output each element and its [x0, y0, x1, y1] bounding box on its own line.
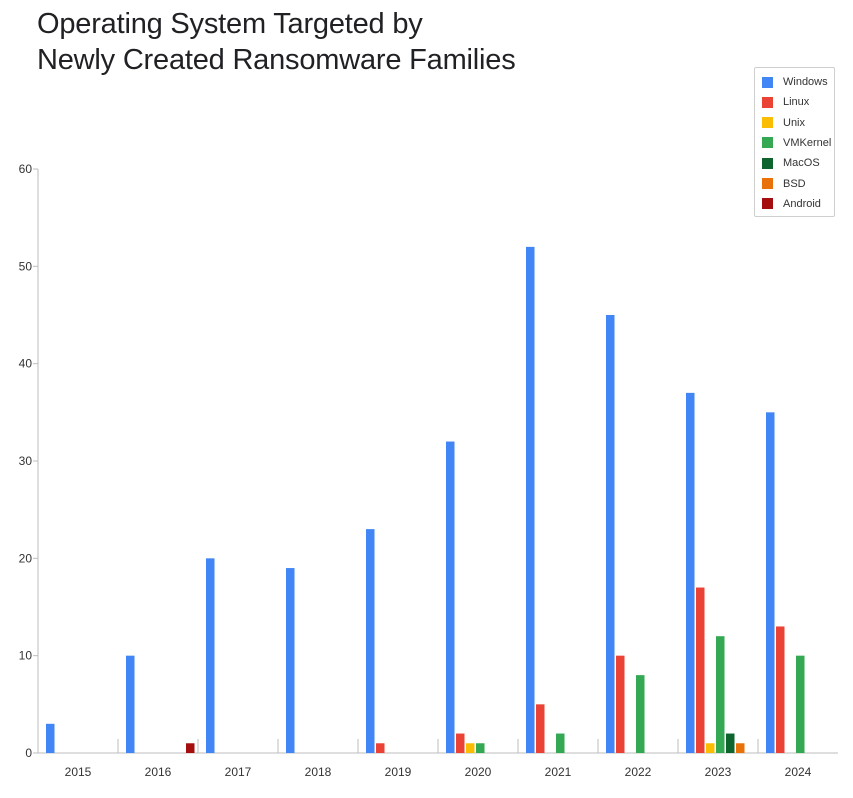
- bar-windows-2020: [446, 441, 455, 753]
- y-tick-label: 10: [19, 649, 33, 663]
- bar-unix-2023: [706, 743, 715, 753]
- y-tick-label: 50: [19, 259, 33, 273]
- bar-android-2016: [186, 743, 195, 753]
- bar-linux-2020: [456, 733, 465, 753]
- legend-label: BSD: [783, 177, 806, 190]
- bar-linux-2019: [376, 743, 385, 753]
- legend-item-windows: Windows: [762, 74, 828, 90]
- y-tick-label: 0: [25, 746, 32, 760]
- bar-vmkernel-2021: [556, 733, 565, 753]
- legend-swatch: [762, 198, 773, 210]
- y-tick-label: 30: [19, 454, 33, 468]
- bar-windows-2022: [606, 315, 615, 753]
- legend-label: Windows: [783, 76, 828, 88]
- bar-linux-2024: [776, 626, 785, 753]
- bar-bsd-2023: [736, 743, 745, 753]
- legend-item-bsd: BSD: [762, 176, 806, 192]
- legend-item-vmkernel: VMKernel: [762, 135, 831, 151]
- legend-swatch: [762, 96, 773, 108]
- bar-linux-2021: [536, 704, 545, 753]
- legend-label: Linux: [783, 96, 810, 109]
- y-tick-label: 20: [19, 551, 33, 565]
- x-tick-label: 2015: [65, 765, 92, 779]
- legend-swatch: [762, 178, 773, 189]
- legend-item-unix: Unix: [762, 115, 805, 131]
- chart-legend: Windows Linux Unix VMKernel MacOS BSD Android: [754, 67, 835, 217]
- bar-linux-2023: [696, 587, 705, 753]
- chart-title: Operating System Targeted by Newly Creat…: [37, 6, 516, 78]
- x-tick-label: 2019: [385, 765, 412, 779]
- bar-vmkernel-2023: [716, 636, 725, 753]
- bar-windows-2017: [206, 558, 215, 753]
- chart-title-line-2: Newly Created Ransomware Families: [37, 44, 516, 76]
- x-tick-label: 2023: [705, 765, 732, 779]
- x-tick-label: 2020: [465, 765, 492, 779]
- bar-windows-2019: [366, 529, 375, 753]
- chart-title-line-1: Operating System Targeted by: [37, 8, 423, 40]
- legend-label: MacOS: [783, 157, 820, 170]
- legend-swatch: [762, 157, 773, 169]
- x-tick-label: 2017: [225, 765, 252, 779]
- y-tick-label: 40: [19, 357, 33, 371]
- bar-macos-2023: [726, 733, 735, 753]
- bar-windows-2016: [126, 655, 135, 753]
- legend-label: Unix: [783, 116, 806, 129]
- bar-vmkernel-2020: [476, 743, 485, 753]
- bar-windows-2015: [46, 723, 55, 753]
- bar-windows-2021: [526, 246, 535, 753]
- legend-item-macos: MacOS: [762, 155, 820, 171]
- bar-windows-2023: [686, 392, 695, 753]
- legend-swatch: [762, 76, 773, 88]
- legend-item-android: Android: [762, 196, 821, 212]
- x-tick-label: 2022: [625, 765, 652, 779]
- bar-windows-2024: [766, 412, 775, 753]
- legend-label: VMKernel: [783, 136, 832, 149]
- legend-label: Android: [783, 197, 821, 210]
- x-tick-label: 2024: [785, 765, 812, 779]
- legend-swatch: [762, 137, 773, 149]
- y-tick-label: 60: [19, 162, 33, 176]
- bar-windows-2018: [286, 568, 295, 753]
- x-tick-label: 2016: [145, 765, 172, 779]
- bar-vmkernel-2024: [796, 655, 805, 753]
- x-tick-label: 2018: [305, 765, 332, 779]
- x-tick-label: 2021: [545, 765, 572, 779]
- legend-item-linux: Linux: [762, 94, 809, 110]
- bar-unix-2020: [466, 743, 475, 753]
- bar-linux-2022: [616, 655, 625, 753]
- legend-swatch: [762, 117, 773, 129]
- bar-vmkernel-2022: [636, 675, 645, 753]
